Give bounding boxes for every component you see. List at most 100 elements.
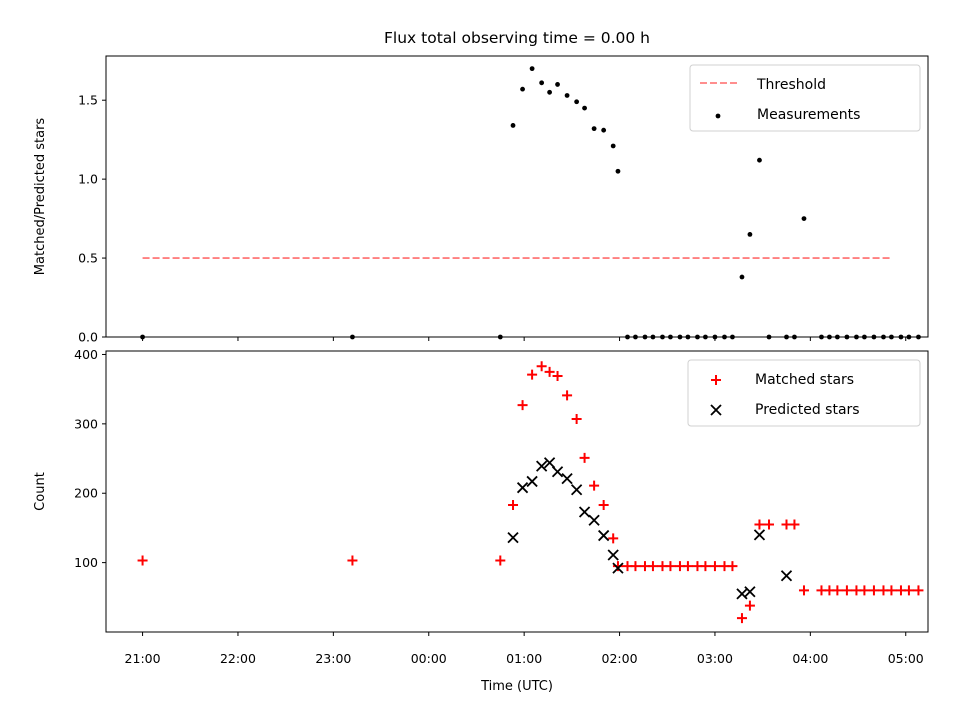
bottom-chart-panel: Count Time (UTC) 100 200 300 400 21:00 22:00 23:… bbox=[33, 347, 929, 694]
plot-frame bbox=[105, 350, 929, 633]
y-tick-label: 0.5 bbox=[78, 251, 98, 266]
matched-star-point bbox=[608, 533, 619, 544]
x-tick-label: 03:00 bbox=[697, 651, 733, 666]
legend: Threshold Measurements bbox=[689, 64, 921, 132]
legend: Matched stars Predicted stars bbox=[687, 359, 921, 427]
y-axis-label: Matched/Predicted stars bbox=[33, 118, 48, 276]
matched-star-point bbox=[754, 519, 765, 530]
y-tick-label: 100 bbox=[74, 555, 98, 570]
legend-entry-label: Matched stars bbox=[755, 372, 854, 388]
measurement-point bbox=[510, 123, 516, 128]
matched-star-point bbox=[727, 561, 738, 572]
x-tick-label: 22:00 bbox=[220, 651, 256, 666]
matched-star-point bbox=[709, 561, 720, 572]
matched-star-point bbox=[789, 519, 800, 530]
legend-box bbox=[687, 359, 921, 427]
legend-entry-label: Threshold bbox=[756, 77, 826, 93]
measurement-point bbox=[547, 89, 552, 95]
plot-frame bbox=[105, 55, 929, 338]
x-tick-label: 01:00 bbox=[506, 651, 542, 666]
predicted-star-point bbox=[736, 588, 748, 600]
matched-star-point bbox=[841, 585, 852, 596]
matched-star-point bbox=[347, 555, 358, 566]
predicted-star-point bbox=[570, 484, 583, 496]
measurement-point bbox=[591, 126, 597, 132]
matched-star-point bbox=[903, 585, 914, 596]
predicted-star-point bbox=[536, 460, 548, 472]
matched-star-point bbox=[544, 366, 555, 377]
top-chart-panel: Flux total observing time = 0.00 h Matche… bbox=[33, 29, 929, 345]
x-tick-label: 02:00 bbox=[602, 651, 638, 666]
y-tick-label: 1.5 bbox=[78, 93, 98, 108]
matched-star-point bbox=[536, 361, 547, 372]
y-tick-label: 300 bbox=[74, 416, 98, 431]
matched-star-point bbox=[612, 561, 623, 572]
matched-star-point bbox=[630, 561, 641, 572]
chart-title: Flux total observing time = 0.00 h bbox=[384, 29, 650, 47]
matched-star-point bbox=[665, 561, 676, 572]
matched-star-point bbox=[517, 400, 528, 411]
matched-star-point bbox=[798, 585, 809, 596]
predicted-star-point bbox=[612, 562, 624, 574]
y-tick-label: 1.0 bbox=[78, 172, 98, 187]
y-tick-label: 400 bbox=[74, 347, 98, 362]
predicted-star-point bbox=[516, 482, 529, 494]
legend-entry-label: Predicted stars bbox=[755, 402, 860, 418]
legend-matched-swatch bbox=[711, 375, 721, 385]
predicted-star-point bbox=[607, 549, 619, 561]
matched-star-point bbox=[527, 369, 538, 380]
predicted-star-point bbox=[507, 532, 519, 544]
measurement-point bbox=[582, 105, 587, 111]
measurement-point bbox=[801, 216, 807, 222]
x-tick-label: 04:00 bbox=[792, 651, 828, 666]
matched-star-point bbox=[700, 561, 711, 572]
predicted-star-point bbox=[551, 466, 564, 478]
matched-star-point bbox=[508, 500, 519, 511]
matched-star-point bbox=[764, 519, 775, 530]
measurement-point bbox=[520, 86, 525, 92]
matched-star-point bbox=[552, 370, 563, 381]
legend-measurement-swatch bbox=[715, 113, 721, 119]
x-tick-label: 21:00 bbox=[125, 651, 161, 666]
matched-star-point bbox=[647, 561, 658, 572]
measurement-point bbox=[615, 168, 621, 174]
predicted-star-point bbox=[753, 529, 766, 541]
measurement-point bbox=[747, 231, 753, 237]
measurement-point bbox=[564, 93, 570, 98]
legend-box bbox=[689, 64, 921, 132]
matched-star-point bbox=[579, 452, 590, 463]
x-tick-label: 05:00 bbox=[888, 651, 924, 666]
predicted-star-point bbox=[561, 473, 573, 485]
matched-star-point bbox=[589, 480, 600, 491]
matched-star-point bbox=[571, 413, 582, 424]
matched-star-point bbox=[736, 613, 747, 624]
legend-entry-label: Measurements bbox=[757, 107, 860, 123]
x-tick-label: 23:00 bbox=[315, 651, 351, 666]
measurement-point bbox=[529, 66, 535, 72]
matched-star-point bbox=[744, 600, 755, 611]
matched-star-point bbox=[495, 555, 506, 566]
predicted-star-point bbox=[588, 514, 600, 526]
predicted-star-point bbox=[780, 570, 793, 582]
measurement-point bbox=[739, 274, 745, 280]
x-tick-label: 00:00 bbox=[411, 651, 447, 666]
y-axis-label: Count bbox=[33, 472, 48, 511]
legend-predicted-swatch bbox=[710, 404, 722, 416]
y-tick-label: 200 bbox=[74, 486, 98, 501]
matched-star-point bbox=[137, 555, 148, 566]
predicted-star-point bbox=[578, 506, 591, 518]
x-axis-label: Time (UTC) bbox=[480, 679, 553, 694]
matched-star-point bbox=[682, 561, 693, 572]
y-tick-label: 0.0 bbox=[78, 330, 98, 345]
predicted-star-point bbox=[744, 586, 756, 598]
matched-star-point bbox=[598, 500, 609, 511]
measurement-point bbox=[574, 99, 580, 105]
predicted-star-point bbox=[526, 475, 538, 488]
measurement-point bbox=[601, 127, 607, 133]
matched-star-point bbox=[562, 390, 573, 401]
predicted-star-point bbox=[598, 529, 610, 542]
matched-star-point bbox=[832, 585, 843, 596]
measurement-point bbox=[610, 143, 616, 149]
matched-star-point bbox=[886, 585, 897, 596]
